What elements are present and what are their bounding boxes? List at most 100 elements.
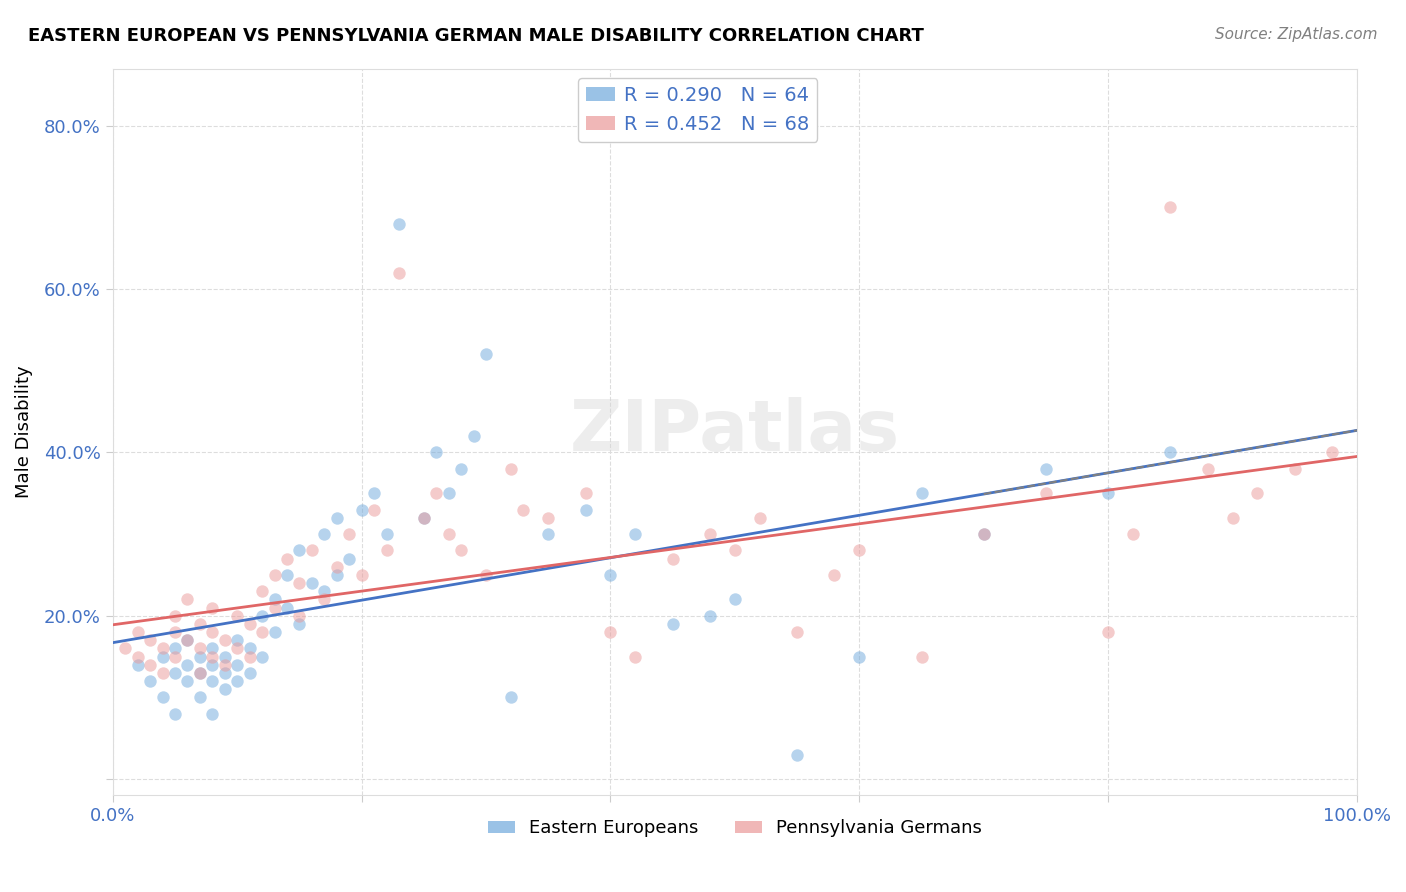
Eastern Europeans: [1159, 445, 1181, 459]
Eastern Europeans: [337, 551, 360, 566]
Eastern Europeans: [239, 641, 262, 656]
Pennsylvania Germans: [574, 486, 596, 500]
Eastern Europeans: [463, 429, 485, 443]
Pennsylvania Germans: [188, 641, 211, 656]
Eastern Europeans: [288, 616, 311, 631]
Eastern Europeans: [176, 633, 198, 648]
Pennsylvania Germans: [201, 625, 224, 640]
Pennsylvania Germans: [288, 608, 311, 623]
Pennsylvania Germans: [288, 576, 311, 591]
Pennsylvania Germans: [475, 567, 498, 582]
Eastern Europeans: [699, 608, 721, 623]
Pennsylvania Germans: [786, 625, 808, 640]
Pennsylvania Germans: [127, 649, 149, 664]
Text: ZIPatlas: ZIPatlas: [569, 398, 900, 467]
Pennsylvania Germans: [350, 567, 373, 582]
Eastern Europeans: [412, 510, 434, 524]
Eastern Europeans: [1097, 486, 1119, 500]
Pennsylvania Germans: [263, 600, 285, 615]
Pennsylvania Germans: [301, 543, 323, 558]
Eastern Europeans: [599, 567, 621, 582]
Pennsylvania Germans: [412, 510, 434, 524]
Pennsylvania Germans: [823, 567, 845, 582]
Eastern Europeans: [1035, 461, 1057, 475]
Pennsylvania Germans: [1035, 486, 1057, 500]
Pennsylvania Germans: [176, 592, 198, 607]
Eastern Europeans: [176, 674, 198, 689]
Pennsylvania Germans: [152, 665, 174, 680]
Eastern Europeans: [127, 657, 149, 672]
Eastern Europeans: [163, 706, 186, 721]
Eastern Europeans: [152, 649, 174, 664]
Eastern Europeans: [188, 649, 211, 664]
Pennsylvania Germans: [1320, 445, 1343, 459]
Eastern Europeans: [276, 600, 298, 615]
Pennsylvania Germans: [624, 649, 647, 664]
Eastern Europeans: [314, 584, 336, 599]
Pennsylvania Germans: [127, 625, 149, 640]
Eastern Europeans: [786, 747, 808, 762]
Eastern Europeans: [848, 649, 870, 664]
Eastern Europeans: [214, 665, 236, 680]
Pennsylvania Germans: [537, 510, 560, 524]
Eastern Europeans: [226, 657, 249, 672]
Pennsylvania Germans: [337, 527, 360, 541]
Eastern Europeans: [288, 543, 311, 558]
Pennsylvania Germans: [450, 543, 472, 558]
Pennsylvania Germans: [1122, 527, 1144, 541]
Eastern Europeans: [226, 674, 249, 689]
Pennsylvania Germans: [910, 649, 932, 664]
Pennsylvania Germans: [152, 641, 174, 656]
Pennsylvania Germans: [226, 641, 249, 656]
Eastern Europeans: [250, 649, 273, 664]
Eastern Europeans: [326, 567, 349, 582]
Eastern Europeans: [910, 486, 932, 500]
Pennsylvania Germans: [748, 510, 770, 524]
Pennsylvania Germans: [239, 649, 262, 664]
Eastern Europeans: [214, 682, 236, 697]
Eastern Europeans: [201, 641, 224, 656]
Eastern Europeans: [201, 674, 224, 689]
Eastern Europeans: [139, 674, 162, 689]
Pennsylvania Germans: [188, 665, 211, 680]
Pennsylvania Germans: [599, 625, 621, 640]
Pennsylvania Germans: [201, 600, 224, 615]
Pennsylvania Germans: [363, 502, 385, 516]
Pennsylvania Germans: [114, 641, 136, 656]
Eastern Europeans: [163, 665, 186, 680]
Pennsylvania Germans: [226, 608, 249, 623]
Pennsylvania Germans: [139, 657, 162, 672]
Eastern Europeans: [163, 641, 186, 656]
Pennsylvania Germans: [263, 567, 285, 582]
Eastern Europeans: [450, 461, 472, 475]
Pennsylvania Germans: [1284, 461, 1306, 475]
Pennsylvania Germans: [724, 543, 747, 558]
Eastern Europeans: [314, 527, 336, 541]
Pennsylvania Germans: [973, 527, 995, 541]
Pennsylvania Germans: [163, 649, 186, 664]
Pennsylvania Germans: [250, 625, 273, 640]
Legend: Eastern Europeans, Pennsylvania Germans: Eastern Europeans, Pennsylvania Germans: [481, 812, 990, 845]
Eastern Europeans: [188, 690, 211, 705]
Pennsylvania Germans: [437, 527, 460, 541]
Pennsylvania Germans: [425, 486, 447, 500]
Eastern Europeans: [201, 706, 224, 721]
Pennsylvania Germans: [276, 551, 298, 566]
Pennsylvania Germans: [326, 559, 349, 574]
Eastern Europeans: [152, 690, 174, 705]
Pennsylvania Germans: [699, 527, 721, 541]
Pennsylvania Germans: [314, 592, 336, 607]
Pennsylvania Germans: [1097, 625, 1119, 640]
Text: EASTERN EUROPEAN VS PENNSYLVANIA GERMAN MALE DISABILITY CORRELATION CHART: EASTERN EUROPEAN VS PENNSYLVANIA GERMAN …: [28, 27, 924, 45]
Eastern Europeans: [350, 502, 373, 516]
Eastern Europeans: [499, 690, 522, 705]
Eastern Europeans: [388, 217, 411, 231]
Eastern Europeans: [363, 486, 385, 500]
Pennsylvania Germans: [163, 625, 186, 640]
Pennsylvania Germans: [1197, 461, 1219, 475]
Eastern Europeans: [214, 649, 236, 664]
Eastern Europeans: [661, 616, 683, 631]
Pennsylvania Germans: [214, 657, 236, 672]
Eastern Europeans: [239, 665, 262, 680]
Eastern Europeans: [226, 633, 249, 648]
